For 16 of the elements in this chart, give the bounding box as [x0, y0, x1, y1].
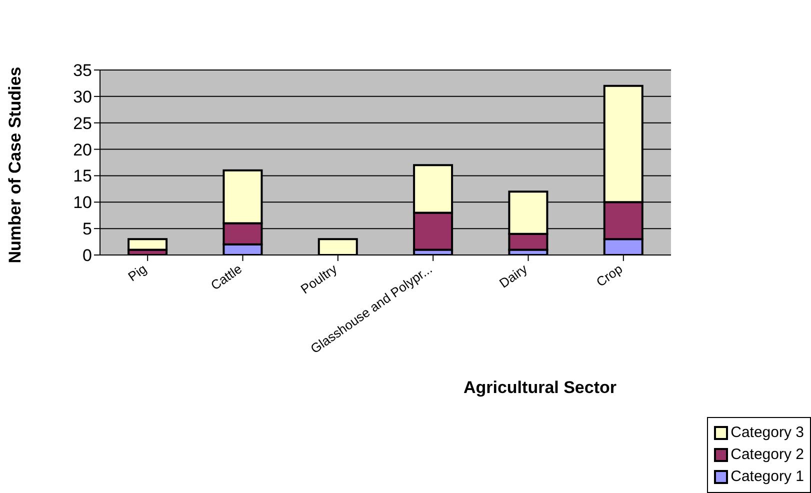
legend-label: Category 1 — [730, 467, 804, 487]
y-axis-title: Number of Case Studies — [5, 66, 25, 264]
x-tick-label: Crop — [593, 261, 626, 290]
y-tick-label: 25 — [73, 114, 92, 133]
bar — [128, 238, 168, 251]
legend-label: Category 3 — [730, 423, 804, 443]
x-axis-title: Agricultural Sector — [462, 378, 618, 398]
y-tick-label: 5 — [82, 220, 92, 239]
x-tick-label: Pig — [125, 261, 150, 284]
y-tick-label: 20 — [73, 140, 92, 160]
y-tick-label: 15 — [73, 166, 92, 186]
y-tick-label: 30 — [73, 87, 92, 106]
y-tick-label: 35 — [73, 61, 92, 80]
y-tick-label: 10 — [73, 193, 92, 212]
y-tick-label: 0 — [82, 246, 92, 266]
legend-label: Category 2 — [730, 445, 804, 465]
